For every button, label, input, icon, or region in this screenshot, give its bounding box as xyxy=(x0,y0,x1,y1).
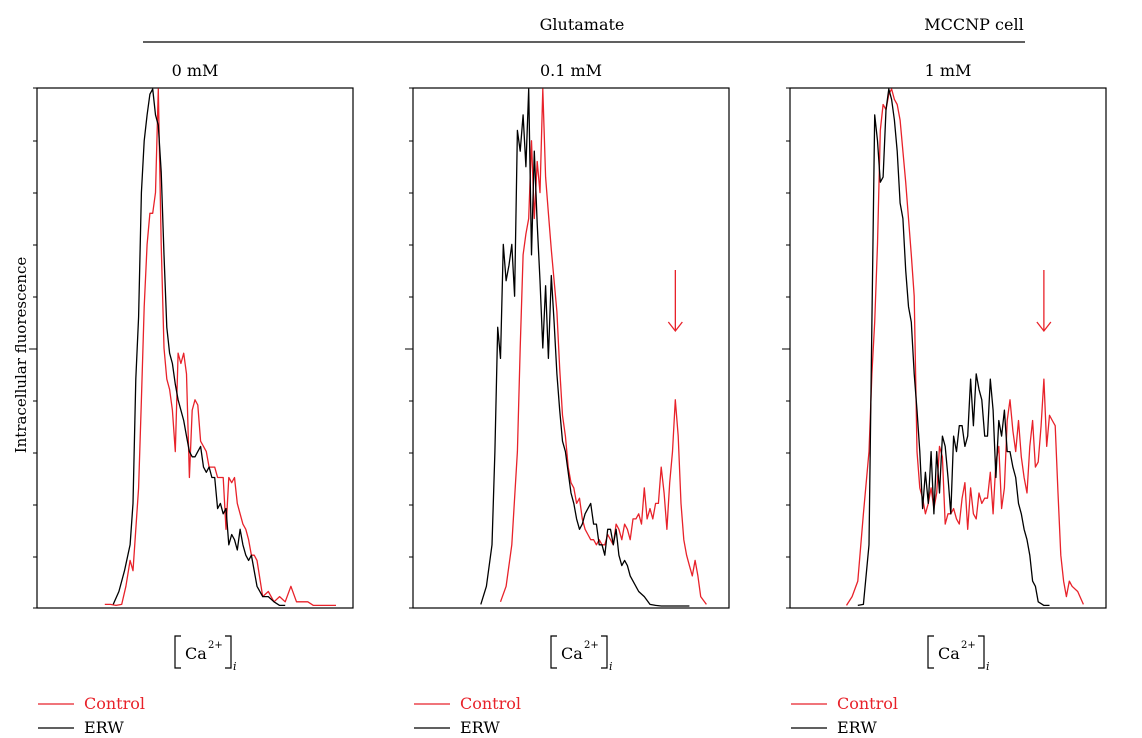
series-line-erw xyxy=(112,88,286,607)
y-axis-label: Intracellular fluorescence xyxy=(12,257,30,454)
legend-label-erw: ERW xyxy=(460,718,500,737)
legend-label-control: Control xyxy=(460,694,521,713)
x-label-sup: 2+ xyxy=(961,640,976,651)
series-line-control xyxy=(845,88,1084,606)
x-label-sub: i xyxy=(609,660,613,673)
plot-frame xyxy=(789,87,1107,609)
legend: Control ERW xyxy=(791,694,898,737)
x-label-sub: i xyxy=(986,660,990,673)
legend-label-erw: ERW xyxy=(84,718,124,737)
arrow-head xyxy=(667,321,683,333)
arrow-head xyxy=(1036,321,1052,333)
x-label-base: Ca xyxy=(938,644,960,663)
legend-label-control: Control xyxy=(84,694,145,713)
x-label-base: Ca xyxy=(561,644,583,663)
panel-1mM: 1 mM Ca 2+ i Control ERW xyxy=(782,61,1107,737)
panel-title: 0 mM xyxy=(172,61,219,80)
panel-0-1mM: 0.1 mM Ca 2+ i Control ERW xyxy=(405,61,730,737)
header-title: Glutamate xyxy=(540,15,625,34)
header-cell-line: MCCNP cell xyxy=(924,15,1023,34)
plot-frame xyxy=(36,87,354,609)
x-axis-label: Ca 2+ i xyxy=(927,635,990,673)
x-label-sub: i xyxy=(233,660,237,673)
x-label-sup: 2+ xyxy=(584,640,599,651)
legend: Control ERW xyxy=(414,694,521,737)
panel-title: 0.1 mM xyxy=(540,61,602,80)
panel-0mM: 0 mM Ca 2+ i Control ERW xyxy=(29,61,354,737)
legend-label-control: Control xyxy=(837,694,898,713)
x-axis-label: Ca 2+ i xyxy=(550,635,613,673)
legend: Control ERW xyxy=(38,694,145,737)
plot-frame xyxy=(412,87,730,609)
series-line-erw xyxy=(857,88,1050,607)
series-line-control xyxy=(499,88,707,605)
panel-title: 1 mM xyxy=(925,61,972,80)
x-label-base: Ca xyxy=(185,644,207,663)
series-line-control xyxy=(104,88,336,607)
legend-label-erw: ERW xyxy=(837,718,877,737)
series-line-erw xyxy=(480,88,690,607)
x-axis-label: Ca 2+ i xyxy=(174,635,237,673)
x-label-sup: 2+ xyxy=(208,640,223,651)
